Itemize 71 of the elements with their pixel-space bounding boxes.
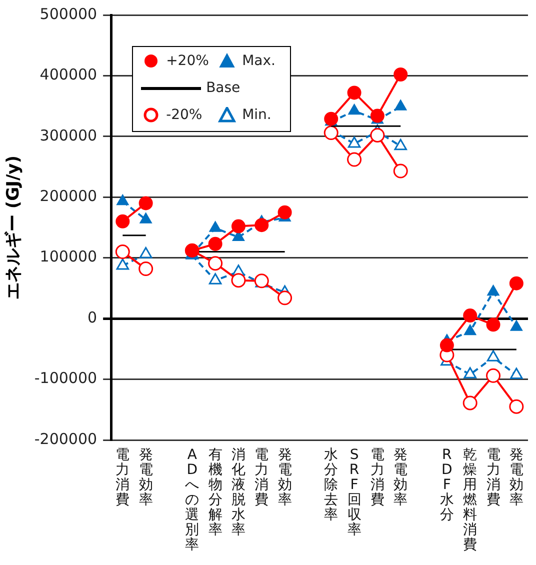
x-tick-label: 電力消費	[254, 447, 270, 508]
point	[278, 290, 292, 306]
legend-label: +20%	[166, 53, 209, 69]
y-tick-label: 300000	[40, 126, 98, 144]
point	[509, 276, 524, 290]
y-axis-title: エネルギー (GJ/y)	[4, 155, 24, 300]
legend-label: Base	[206, 80, 240, 96]
x-tick-label: 水分除去率	[323, 447, 340, 523]
point	[138, 196, 153, 210]
x-tick-label: ADへの選別率	[184, 447, 200, 553]
point	[509, 399, 524, 414]
legend-label: Max.	[242, 53, 276, 69]
x-tick-label: 乾燥用燃料消費	[462, 447, 478, 553]
y-tick-label: 100000	[40, 248, 98, 266]
point	[208, 256, 223, 271]
point	[394, 68, 408, 82]
x-tick-label: 電力消費	[485, 447, 502, 508]
point	[278, 205, 292, 220]
x-tick-label: 発電効率	[138, 447, 154, 508]
x-tick-label: SRF回収率	[346, 447, 362, 538]
point	[462, 396, 478, 410]
point	[394, 138, 407, 150]
x-tick-label: 電力消費	[114, 447, 131, 508]
point	[116, 258, 130, 270]
point	[464, 324, 476, 336]
legend-label: Min.	[242, 107, 272, 123]
point	[486, 368, 501, 383]
point	[487, 284, 500, 296]
point	[208, 236, 222, 251]
y-tick-label: 500000	[40, 4, 98, 23]
point	[231, 273, 246, 288]
point	[324, 126, 338, 140]
x-tick-label: RDF水分	[438, 447, 455, 523]
point	[348, 104, 360, 115]
point	[347, 86, 362, 100]
y-tick-label: 200000	[40, 187, 98, 206]
point	[370, 128, 385, 142]
y-tick-label: -200000	[34, 430, 98, 448]
point	[208, 273, 222, 284]
point	[209, 221, 222, 232]
x-tick-label: 消化液脱水率	[230, 447, 246, 538]
point	[348, 136, 361, 148]
y-tick-label: 0	[88, 308, 98, 326]
point	[115, 244, 130, 260]
point	[393, 164, 408, 178]
point	[486, 318, 500, 332]
point	[140, 212, 152, 224]
point	[324, 112, 338, 126]
x-tick-label: 発電効率	[392, 447, 409, 508]
point	[231, 219, 246, 234]
point	[510, 368, 523, 380]
point	[116, 214, 130, 228]
x-tick-label: 電力消費	[369, 447, 386, 508]
point	[254, 218, 269, 232]
point	[464, 367, 476, 378]
point	[116, 194, 129, 206]
point	[510, 320, 523, 331]
point	[370, 108, 384, 123]
point	[139, 246, 152, 258]
legend-label: -20%	[166, 107, 202, 123]
point	[347, 152, 362, 167]
x-tick-label: 発電効率	[276, 447, 293, 508]
x-tick-label: 有機物分解率	[207, 447, 224, 538]
point	[440, 338, 454, 352]
point	[463, 308, 478, 323]
x-tick-label: 発電効率	[508, 447, 524, 508]
y-tick-label: 400000	[40, 66, 98, 84]
point	[486, 350, 500, 362]
point	[394, 100, 407, 110]
y-tick-label: -100000	[34, 369, 98, 388]
point	[138, 262, 154, 276]
